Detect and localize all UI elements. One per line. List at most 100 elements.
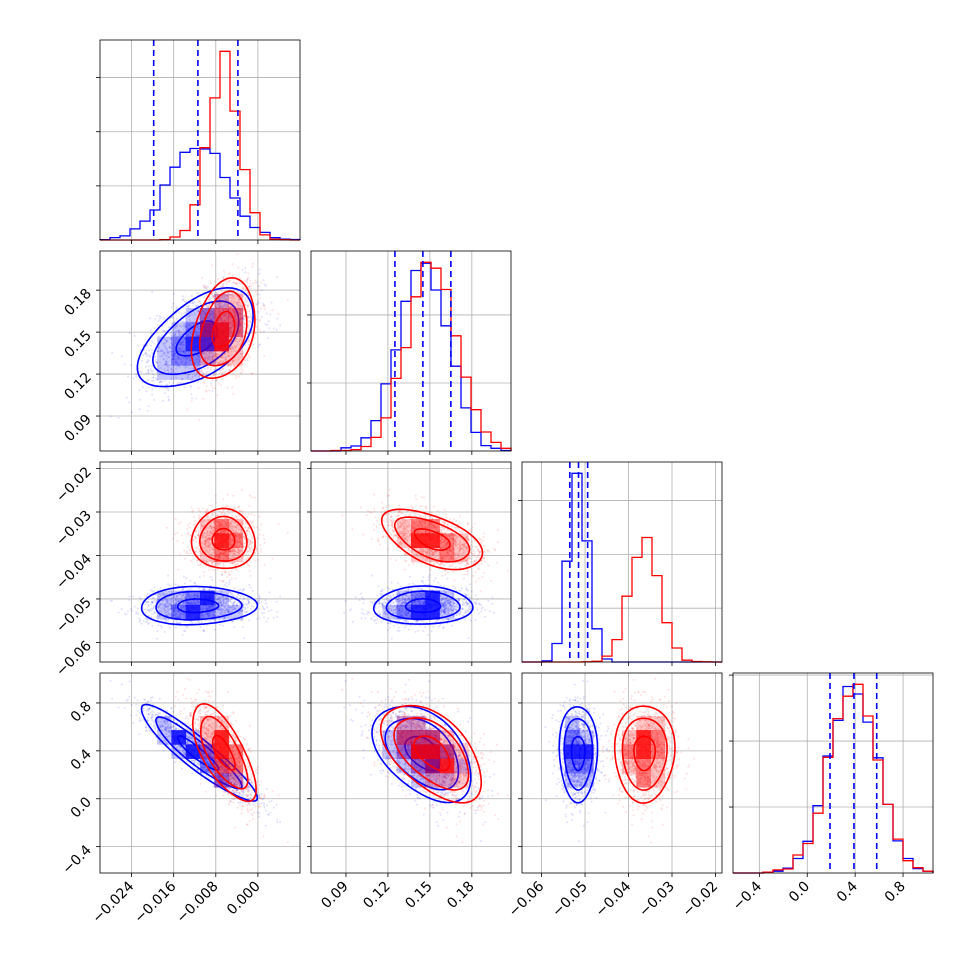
blue-sample-point [219,604,222,607]
blue-sample-point [149,317,152,320]
blue-sample-point [267,337,270,340]
blue-sample-point [153,586,156,589]
blue-sample-point [261,605,264,608]
blue-sample-point [140,622,143,625]
blue-sample-point [265,312,268,315]
blue-sample-point [167,398,170,401]
red-sample-point [206,356,208,359]
blue-sample-point [203,630,205,633]
red-sample-point [220,356,223,359]
blue-sample-point [185,626,188,629]
blue-sample-point [190,587,193,590]
blue-sample-point [167,366,170,369]
red-sample-point [259,544,262,546]
blue-sample-point [168,602,171,605]
blue-sample-point [269,577,272,580]
red-sample-point [255,547,258,550]
red-sample-point [213,374,215,377]
blue-sample-point [167,356,170,359]
blue-sample-point [197,310,200,313]
red-sample-point [205,286,208,289]
red-sample-point [203,575,205,577]
red-sample-point [204,511,207,514]
blue-sample-point [158,335,161,338]
red-sample-point [234,339,237,342]
blue-sample-point [179,334,182,337]
red-sample-point [237,551,240,554]
red-sample-point [247,546,250,549]
blue-sample-point [160,366,162,369]
blue-sample-point [182,295,185,298]
blue-sample-point [214,604,217,607]
red-sample-point [214,494,217,497]
blue-sample-point [174,326,177,329]
blue-sample-point [156,637,158,640]
red-sample-point [250,285,253,287]
blue-sample-point [230,295,233,297]
blue-sample-point [159,355,162,358]
blue-sample-point [228,579,231,582]
blue-sample-point [159,587,162,590]
red-sample-point [209,530,212,533]
red-sample-point [236,569,239,572]
blue-sample-point [217,597,220,600]
red-sample-point [190,400,193,403]
blue-sample-point [224,602,227,605]
blue-sample-point [217,614,220,617]
red-sample-point [255,293,258,296]
blue-sample-point [189,384,192,387]
red-sample-point [204,543,207,546]
red-sample-point [213,354,216,357]
red-sample-point [227,351,230,354]
blue-sample-point [248,602,250,605]
blue-sample-point [252,606,255,609]
blue-sample-point [219,623,221,626]
red-sample-point [236,562,239,565]
red-sample-point [214,305,216,308]
blue-sample-point [165,363,168,365]
blue-sample-point [159,350,162,353]
blue-sample-point [175,594,178,597]
blue-sample-point [218,608,220,611]
blue-sample-point [182,588,185,591]
red-sample-point [235,374,238,377]
blue-sample-point [163,604,166,607]
red-sample-point [224,352,227,355]
red-sample-point [230,577,233,580]
blue-sample-point [167,583,169,586]
blue-sample-point [221,306,224,309]
red-sample-point [208,537,211,540]
blue-sample-point [192,302,195,305]
blue-sample-point [209,588,211,590]
blue-sample-point [256,281,258,284]
blue-sample-point [238,589,240,592]
red-sample-point [257,284,259,287]
blue-sample-point [162,604,165,607]
blue-sample-point [214,605,217,607]
red-sample-point [236,282,239,284]
red-sample-point [227,281,230,284]
red-sample-point [231,274,234,276]
blue-sample-point [185,366,188,369]
red-sample-point [215,379,218,382]
red-sample-point [229,347,232,350]
red-sample-point [227,292,230,295]
red-sample-point [201,559,204,562]
blue-sample-point [204,356,207,359]
blue-sample-point [183,300,186,303]
red-sample-point [214,354,217,357]
blue-sample-point [189,308,192,311]
blue-sample-point [188,314,191,317]
red-sample-point [231,514,234,517]
blue-sample-point [180,378,183,381]
blue-sample-point [178,366,181,369]
red-sample-point [187,545,190,548]
red-sample-point [248,310,251,313]
red-sample-point [208,306,210,309]
blue-sample-point [164,611,167,614]
red-sample-point [246,551,248,553]
red-sample-point [220,372,223,375]
red-sample-point [235,377,238,380]
red-sample-point [223,293,226,296]
red-sample-point [233,548,236,551]
